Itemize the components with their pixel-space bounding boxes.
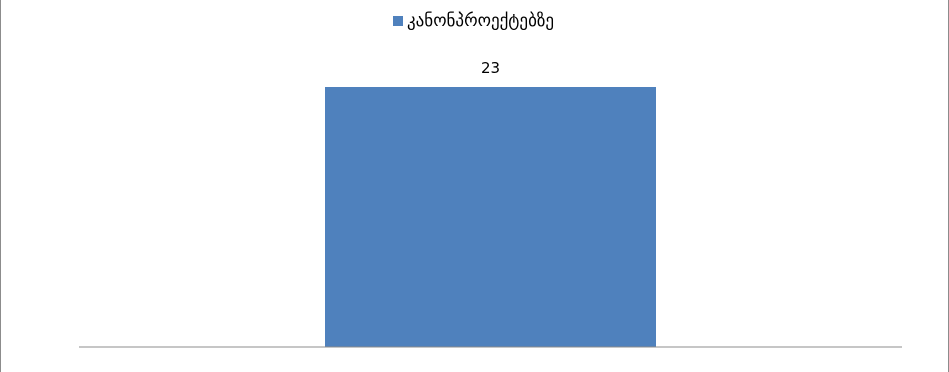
data-label: 23 xyxy=(481,59,500,77)
legend: კანონპროექტებზე xyxy=(393,11,554,31)
data-labels-group: 23 xyxy=(481,59,500,77)
legend-swatch xyxy=(393,16,403,26)
bar xyxy=(325,87,656,347)
bars-group xyxy=(325,87,656,347)
legend-label: კანონპროექტებზე xyxy=(407,11,554,31)
